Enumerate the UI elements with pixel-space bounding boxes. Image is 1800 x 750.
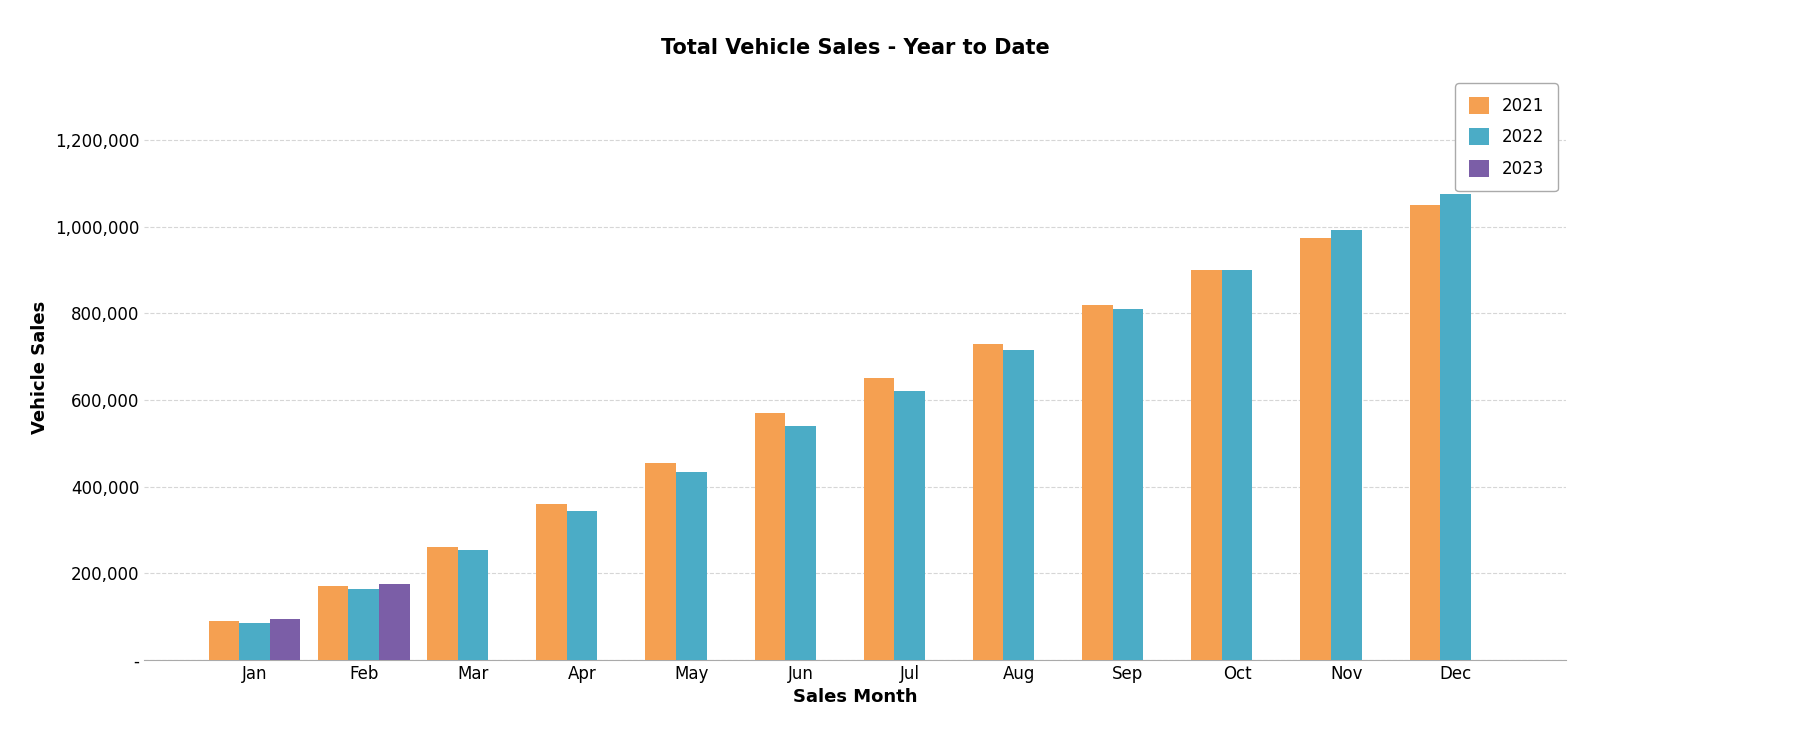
Bar: [270, 619, 301, 660]
Bar: [1003, 350, 1033, 660]
Title: Total Vehicle Sales - Year to Date: Total Vehicle Sales - Year to Date: [661, 38, 1049, 58]
Bar: [1112, 309, 1143, 660]
Bar: [1082, 304, 1112, 660]
Bar: [536, 504, 567, 660]
Bar: [1300, 238, 1330, 660]
Bar: [895, 392, 925, 660]
Bar: [319, 586, 349, 660]
Bar: [1409, 205, 1440, 660]
Bar: [209, 621, 239, 660]
Bar: [567, 511, 598, 660]
X-axis label: Sales Month: Sales Month: [792, 688, 918, 706]
Bar: [864, 378, 895, 660]
Bar: [1330, 230, 1361, 660]
Bar: [1222, 270, 1253, 660]
Bar: [380, 584, 410, 660]
Bar: [974, 344, 1003, 660]
Y-axis label: Vehicle Sales: Vehicle Sales: [31, 301, 49, 434]
Bar: [457, 550, 488, 660]
Legend: 2021, 2022, 2023: 2021, 2022, 2023: [1454, 83, 1557, 191]
Bar: [785, 426, 815, 660]
Bar: [349, 589, 380, 660]
Bar: [427, 548, 457, 660]
Bar: [239, 623, 270, 660]
Bar: [1192, 270, 1222, 660]
Bar: [646, 463, 677, 660]
Bar: [677, 472, 707, 660]
Bar: [1440, 194, 1471, 660]
Bar: [754, 413, 785, 660]
